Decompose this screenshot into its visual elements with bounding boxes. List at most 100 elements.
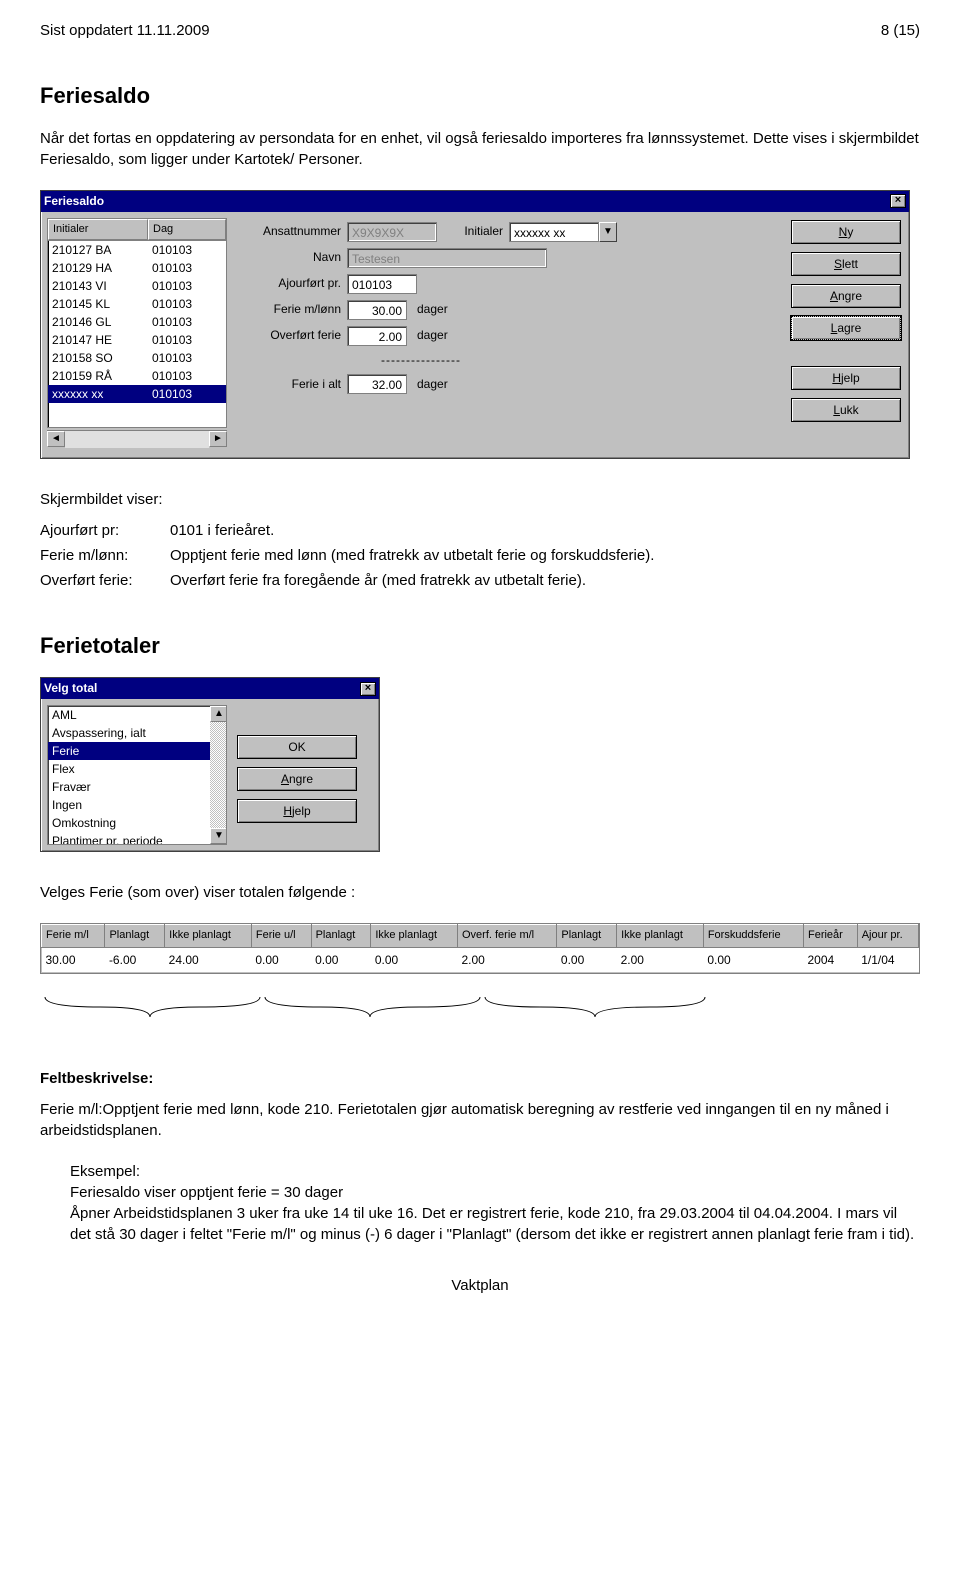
totals-cell: 1/1/04 (857, 947, 918, 973)
list-item[interactable]: 210127 BA010103 (48, 241, 226, 259)
list-item[interactable]: xxxxxx xx010103 (48, 385, 226, 403)
list-item-initials: 210147 HE (52, 331, 152, 349)
input-navn: Testesen (347, 248, 547, 268)
list-item-date: 010103 (152, 349, 222, 367)
desc-row: Ajourført pr:0101 i ferieåret. (40, 520, 920, 541)
ok-button[interactable]: OK (237, 735, 357, 759)
list-item[interactable]: 210158 SO010103 (48, 349, 226, 367)
label-ferie-mlonn: Ferie m/lønn (241, 301, 341, 318)
feltbesk-title: Feltbeskrivelse: (40, 1068, 920, 1089)
list-item-initials: 210159 RÅ (52, 367, 152, 385)
velg-listbox[interactable]: AMLAvspassering, ialtFerieFlexFraværInge… (47, 705, 227, 845)
velg-button-col: OK Angre Hjelp (237, 705, 357, 845)
totals-cell: 2.00 (458, 947, 557, 973)
totals-cell: 0.00 (251, 947, 311, 973)
section-feriesaldo-title: Feriesaldo (40, 81, 920, 112)
scroll-right-icon[interactable]: ► (209, 431, 227, 447)
input-ferie-ialt[interactable]: 32.00 (347, 374, 407, 394)
label-navn: Navn (241, 249, 341, 266)
listbox-header: Initialer Dag (48, 219, 226, 241)
list-item[interactable]: AML (48, 706, 226, 724)
lukk-button[interactable]: Lukk (791, 398, 901, 422)
label-ferie-ialt: Ferie i alt (241, 376, 341, 393)
list-item-initials: 210158 SO (52, 349, 152, 367)
desc-label: Ferie m/lønn: (40, 545, 170, 566)
combo-initialer-value[interactable]: xxxxxx xx (509, 222, 599, 242)
velg-hjelp-button[interactable]: Hjelp (237, 799, 357, 823)
velg-total-window: Velg total × AMLAvspassering, ialtFerieF… (40, 677, 380, 852)
label-ajourfort: Ajourført pr. (241, 275, 341, 292)
label-overfort: Overført ferie (241, 327, 341, 344)
slett-button[interactable]: Slett (791, 252, 901, 276)
list-item-date: 010103 (152, 295, 222, 313)
velg-vscroll[interactable]: ▲ ▼ (210, 706, 226, 844)
list-item-initials: 210127 BA (52, 241, 152, 259)
scroll-up-icon[interactable]: ▲ (210, 706, 227, 722)
person-listbox[interactable]: Initialer Dag 210127 BA010103210129 HA01… (47, 218, 227, 428)
scroll-left-icon[interactable]: ◄ (47, 431, 65, 447)
person-list-wrap: Initialer Dag 210127 BA010103210129 HA01… (47, 218, 227, 448)
totals-table-wrap: Ferie m/lPlanlagtIkke planlagtFerie u/lP… (40, 923, 920, 974)
combo-initialer[interactable]: xxxxxx xx ▼ (509, 222, 617, 242)
lagre-button[interactable]: Lagre (791, 316, 901, 340)
list-item[interactable]: Plantimer pr. periode (48, 832, 226, 845)
list-item[interactable]: 210145 KL010103 (48, 295, 226, 313)
input-overfort[interactable]: 2.00 (347, 326, 407, 346)
list-item-date: 010103 (152, 277, 222, 295)
angre-button[interactable]: Angre (791, 284, 901, 308)
desc-label: Ajourført pr: (40, 520, 170, 541)
velg-window-title: Velg total (44, 680, 97, 697)
close-icon[interactable]: × (890, 194, 906, 208)
hjelp-button[interactable]: Hjelp (791, 366, 901, 390)
col-initialer: Initialer (48, 219, 148, 240)
eksempel-title: Eksempel: (70, 1161, 920, 1182)
list-item[interactable]: Ferie (48, 742, 226, 760)
eksempel-block: Eksempel: Feriesaldo viser opptjent feri… (40, 1161, 920, 1245)
list-item-date: 010103 (152, 331, 222, 349)
velg-angre-button[interactable]: Angre (237, 767, 357, 791)
totals-cell: 2004 (803, 947, 857, 973)
list-item-initials: 210145 KL (52, 295, 152, 313)
list-item-initials: 210143 VI (52, 277, 152, 295)
input-ferie-mlonn[interactable]: 30.00 (347, 300, 407, 320)
list-item[interactable]: Avspassering, ialt (48, 724, 226, 742)
list-item[interactable]: Fravær (48, 778, 226, 796)
desc-value: Opptjent ferie med lønn (med fratrekk av… (170, 545, 920, 566)
totals-cell: 0.00 (703, 947, 803, 973)
list-item[interactable]: 210159 RÅ010103 (48, 367, 226, 385)
label-initialer: Initialer (443, 223, 503, 240)
list-item[interactable]: Flex (48, 760, 226, 778)
chevron-down-icon[interactable]: ▼ (599, 222, 617, 242)
feriesaldo-form: Ansattnummer X9X9X9X Initialer xxxxxx xx… (235, 218, 783, 448)
input-ajourfort[interactable]: 010103 (347, 274, 417, 294)
desc-value: Overført ferie fra foregående år (med fr… (170, 570, 920, 591)
list-item[interactable]: Ingen (48, 796, 226, 814)
list-item[interactable]: 210147 HE010103 (48, 331, 226, 349)
totals-header-cell: Ikke planlagt (371, 925, 458, 947)
scroll-track[interactable] (65, 431, 209, 448)
list-item[interactable]: 210143 VI010103 (48, 277, 226, 295)
section-ferietotaler-title: Ferietotaler (40, 631, 920, 662)
scroll-down-icon[interactable]: ▼ (210, 828, 227, 844)
feriesaldo-window: Feriesaldo × Initialer Dag 210127 BA0101… (40, 190, 910, 459)
page-header: Sist oppdatert 11.11.2009 8 (15) (40, 20, 920, 41)
totals-header-cell: Planlagt (105, 925, 165, 947)
button-column: Ny Slett Angre Lagre Hjelp Lukk (791, 218, 901, 448)
totals-table: Ferie m/lPlanlagtIkke planlagtFerie u/lP… (41, 924, 919, 973)
totals-header-cell: Ikke planlagt (165, 925, 252, 947)
label-ansattnummer: Ansattnummer (241, 223, 341, 240)
totals-header-cell: Ferie m/l (42, 925, 105, 947)
list-item[interactable]: 210129 HA010103 (48, 259, 226, 277)
brace-icons (40, 992, 920, 1032)
close-icon[interactable]: × (360, 682, 376, 696)
totals-cell: 24.00 (165, 947, 252, 973)
list-item-date: 010103 (152, 367, 222, 385)
updated-text: Sist oppdatert 11.11.2009 (40, 20, 210, 41)
ny-button[interactable]: Ny (791, 220, 901, 244)
list-item[interactable]: 210146 GL010103 (48, 313, 226, 331)
feriesaldo-titlebar: Feriesaldo × (41, 191, 909, 212)
totals-header-cell: Ferieår (803, 925, 857, 947)
listbox-hscroll[interactable]: ◄ ► (47, 430, 227, 448)
list-item-date: 010103 (152, 385, 222, 403)
list-item[interactable]: Omkostning (48, 814, 226, 832)
